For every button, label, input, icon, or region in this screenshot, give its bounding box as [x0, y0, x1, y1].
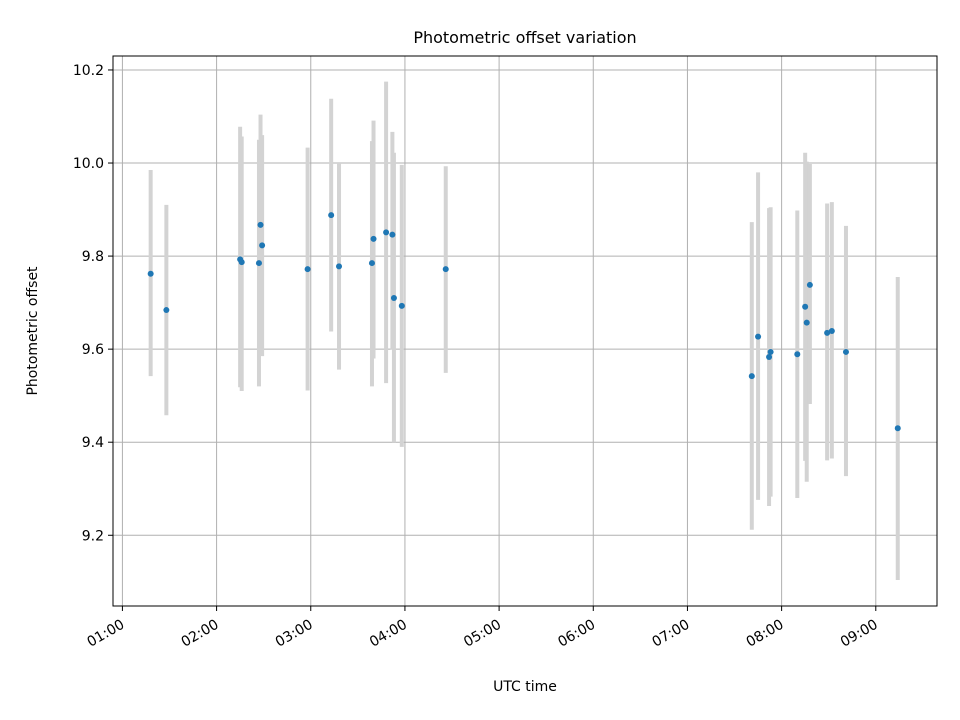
data-point	[255, 260, 262, 267]
data-point	[304, 266, 311, 273]
data-point	[755, 333, 762, 340]
data-point	[259, 242, 266, 249]
y-tick-label: 10.0	[73, 156, 104, 172]
x-axis-label: UTC time	[493, 679, 557, 695]
data-point	[328, 212, 335, 219]
data-point	[147, 270, 154, 277]
chart-title: Photometric offset variation	[413, 28, 636, 47]
data-point	[383, 229, 390, 236]
data-point	[336, 263, 343, 270]
data-point	[767, 348, 774, 355]
data-point	[370, 235, 377, 242]
y-tick-label: 9.4	[82, 435, 104, 451]
data-point	[766, 354, 773, 361]
data-point	[390, 294, 397, 301]
data-point	[398, 302, 405, 309]
data-point	[442, 266, 449, 273]
y-tick-label: 9.8	[82, 249, 104, 265]
y-axis-label: Photometric offset	[25, 266, 41, 396]
y-tick-label: 9.6	[82, 342, 104, 358]
data-point	[806, 281, 813, 288]
data-point	[389, 231, 396, 238]
data-point	[794, 351, 801, 358]
point-layer	[147, 212, 901, 432]
data-point	[824, 329, 831, 336]
data-point	[842, 348, 849, 355]
data-point	[238, 259, 245, 266]
data-point	[163, 307, 170, 314]
data-point	[894, 425, 901, 432]
grid-layer	[113, 56, 937, 606]
y-tick-label: 10.2	[73, 63, 104, 79]
data-point	[802, 303, 809, 310]
data-point	[748, 373, 755, 380]
y-tick-label: 9.2	[82, 528, 104, 544]
data-point	[828, 328, 835, 334]
data-point	[803, 319, 810, 326]
data-point	[257, 221, 264, 228]
plot-frame	[112, 55, 938, 607]
y-axis-ticks: 9.2 9.4 9.6 9.8 10.0 10.2	[73, 63, 113, 544]
data-point	[368, 260, 375, 267]
